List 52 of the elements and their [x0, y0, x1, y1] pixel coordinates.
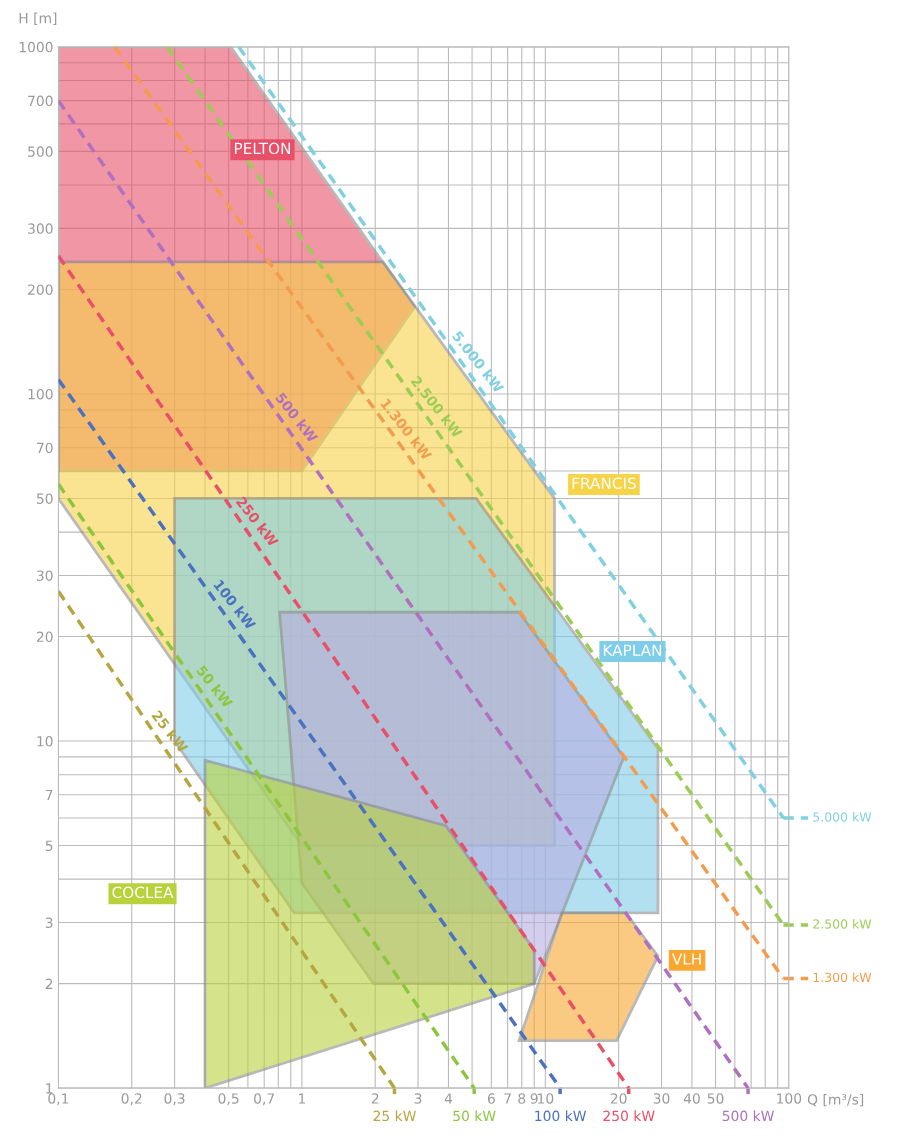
x-tick-label: 7	[504, 1093, 511, 1104]
y-tick-label: 500	[28, 146, 53, 157]
y-tick-label: 7	[45, 789, 53, 801]
series-label: 250 kW	[603, 1110, 655, 1122]
x-tick-label: 1	[299, 1093, 306, 1104]
x-tick-label: 3	[414, 1093, 422, 1104]
y-tick-label: 50	[36, 493, 53, 504]
series-label: 500 kW	[722, 1110, 774, 1122]
series-label: VLH	[671, 953, 701, 965]
x-tick-label: 40	[683, 1093, 700, 1104]
series-label: PELTON	[234, 142, 291, 155]
y-axis-title: H [m]	[19, 12, 57, 25]
x-axis-title: Q [m³/s]	[807, 1093, 864, 1107]
y-tick-label: 10	[37, 736, 53, 747]
annotation: 50 kW	[195, 664, 234, 709]
y-tick-label: 70	[37, 442, 53, 454]
legend-label: 5.000 kW	[813, 812, 872, 822]
text: COCLEA	[112, 886, 174, 899]
x-tick-label: 30	[653, 1093, 670, 1104]
y-tick-label: 2	[45, 978, 53, 989]
legend-label: 2.500 kW	[813, 919, 872, 929]
x-tick-label: 9	[530, 1093, 538, 1104]
y-tick-label: 1	[46, 1083, 53, 1094]
series-label: 100 kW	[535, 1110, 587, 1122]
y-tick-label: 700	[28, 95, 53, 107]
x-tick-label: 4	[444, 1093, 453, 1104]
y-tick-label: 20	[36, 631, 53, 643]
y-tick-label: 5	[45, 840, 53, 851]
x-tick-label: 6	[487, 1093, 495, 1104]
x-tick-label: 20	[610, 1093, 627, 1104]
x-tick-label: 0,7	[254, 1093, 275, 1106]
series-label: 50 kW	[453, 1110, 496, 1122]
x-tick-label: 0,5	[218, 1093, 239, 1106]
x-tick-label: 0,3	[164, 1093, 185, 1106]
x-tick-label: 0,1	[48, 1093, 69, 1106]
x-tick-label: 8	[518, 1093, 526, 1104]
legend-label: 1.300 kW	[813, 972, 872, 983]
y-tick-label: 100	[28, 388, 53, 400]
y-tick-label: 200	[28, 284, 53, 295]
annotation: 25 kW	[151, 709, 189, 754]
y-tick-label: 30	[36, 570, 53, 581]
x-tick-label: 0,2	[121, 1093, 142, 1106]
y-tick-label: 300	[28, 223, 53, 234]
x-tick-label: 100	[777, 1093, 802, 1104]
y-tick-label: 3	[45, 917, 53, 929]
x-tick-label: 50	[707, 1093, 724, 1104]
x-tick-label: 2	[371, 1093, 379, 1104]
series-label: KAPLAN	[603, 644, 662, 656]
series-label: 25 kW	[373, 1110, 416, 1122]
series-label: FRANCIS	[572, 477, 636, 489]
x-tick-label: 10	[538, 1093, 554, 1104]
y-tick-label: 1000	[19, 41, 53, 53]
